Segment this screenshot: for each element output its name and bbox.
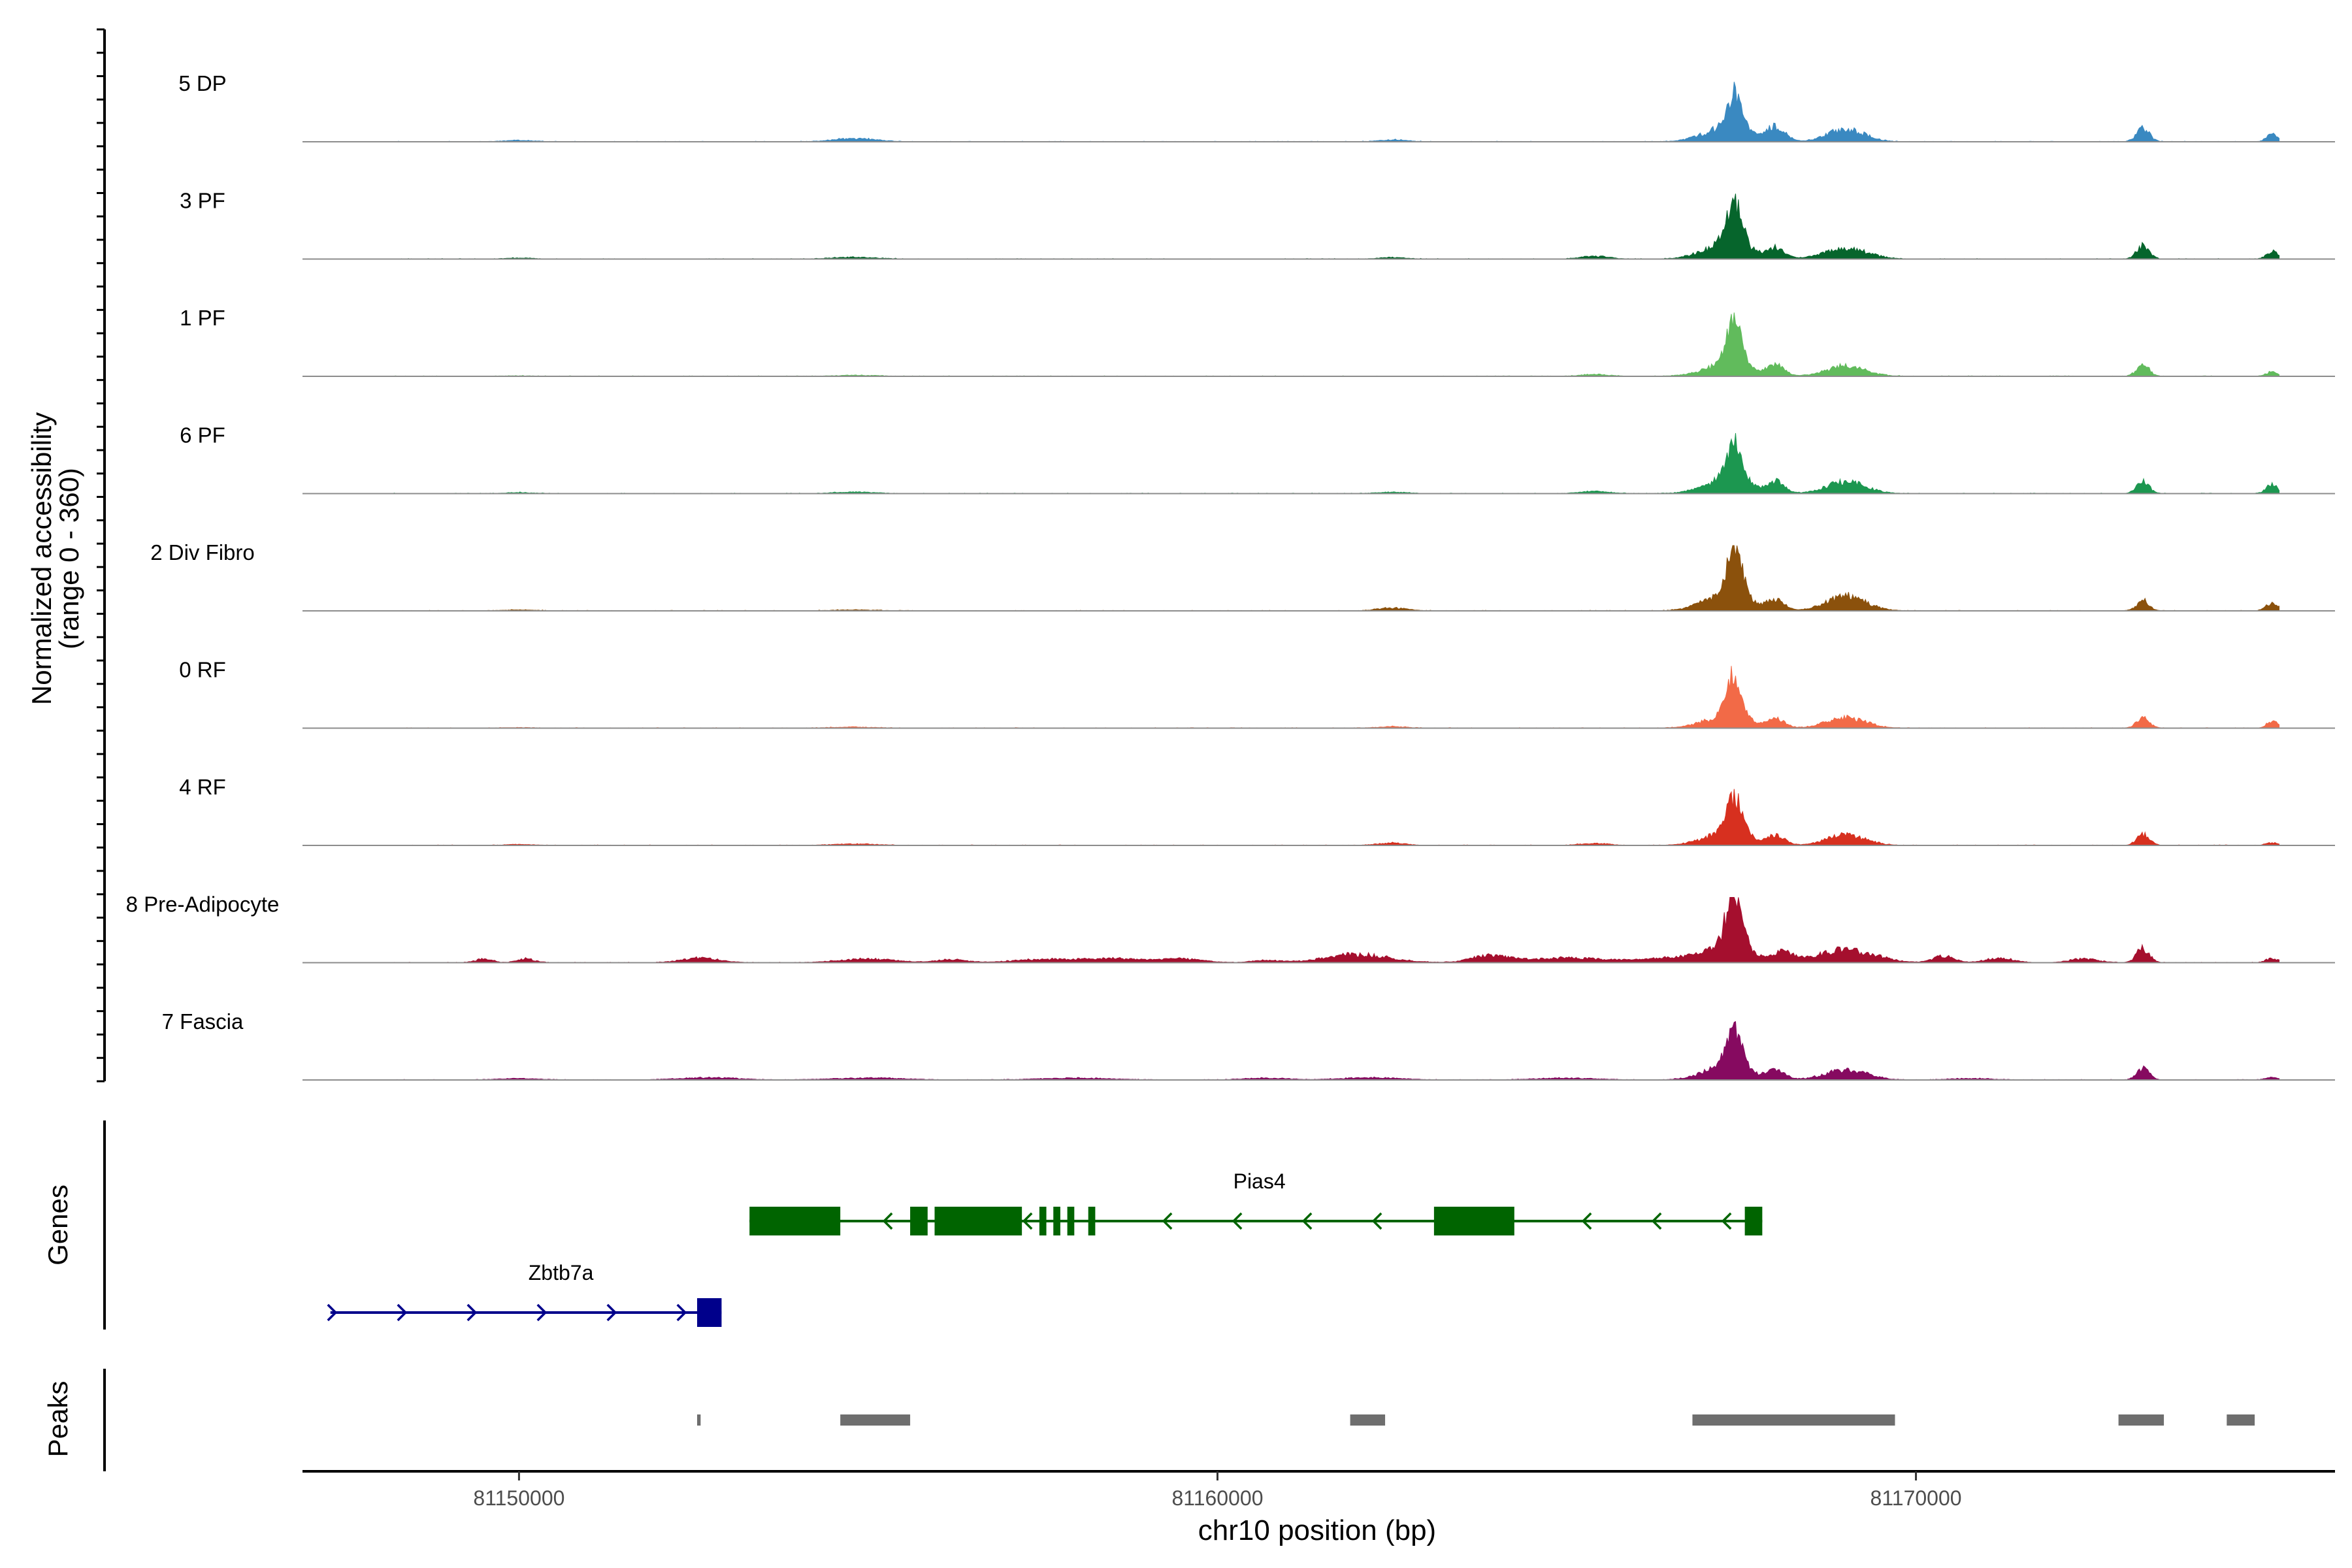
strand-arrow	[606, 1303, 617, 1322]
gene-annotation-track: Zbtb7a Pias4	[327, 1169, 1763, 1327]
strand-arrow	[1581, 1212, 1592, 1230]
track-label: 8 Pre-Adipocyte	[126, 892, 280, 917]
gene-exon	[1744, 1207, 1763, 1235]
gene-label: Pias4	[1233, 1169, 1286, 1193]
x-axis-ticks: 81150000 81160000 81170000	[473, 1471, 1962, 1510]
peak-region	[2118, 1414, 2164, 1426]
track-label: 3 PF	[180, 189, 225, 213]
peak-region	[1350, 1414, 1386, 1426]
x-tick-label: 81150000	[473, 1486, 564, 1510]
strand-arrow	[397, 1303, 408, 1322]
coverage-area	[302, 1021, 2279, 1081]
strand-arrow	[882, 1212, 893, 1230]
gene-model: Pias4	[749, 1169, 1763, 1235]
strand-arrow	[1301, 1212, 1313, 1230]
strand-arrow	[1022, 1212, 1033, 1230]
gene-exon	[1433, 1207, 1514, 1235]
gene-label: Zbtb7a	[529, 1261, 594, 1284]
x-tick-label: 81170000	[1870, 1486, 1962, 1510]
strand-arrow	[1162, 1212, 1173, 1230]
peak-region	[1692, 1414, 1895, 1426]
coverage-track: 5 DP	[178, 71, 2335, 142]
track-label: 1 PF	[180, 306, 225, 330]
gene-model: Zbtb7a	[327, 1261, 722, 1327]
gene-exon	[749, 1207, 841, 1235]
coverage-area	[302, 897, 2279, 964]
coverage-area	[302, 666, 2279, 729]
coverage-y-axis-range: (range 0 - 360)	[54, 468, 84, 649]
track-label: 4 RF	[179, 775, 226, 799]
coverage-tracks: 5 DP 3 PF 1 PF 6 PF 2 Div Fibro 0 RF 4 RF 8 Pre…	[126, 71, 2335, 1081]
track-label: 5 DP	[178, 71, 226, 95]
coverage-track: 6 PF	[180, 423, 2335, 495]
track-label: 0 RF	[179, 658, 226, 682]
coverage-track: 0 RF	[179, 658, 2335, 729]
coverage-track: 3 PF	[180, 189, 2335, 260]
coverage-track: 7 Fascia	[162, 1009, 2335, 1081]
strand-arrow	[536, 1303, 547, 1322]
coverage-area	[302, 312, 2279, 377]
coverage-area	[302, 433, 2279, 495]
strand-arrow	[466, 1303, 478, 1322]
strand-arrow	[1371, 1212, 1382, 1230]
coverage-area	[302, 82, 2279, 142]
strand-arrow	[1232, 1212, 1243, 1230]
track-label: 7 Fascia	[162, 1009, 244, 1034]
strand-arrow	[1721, 1212, 1732, 1230]
coverage-y-axis-title: Normalized accessibility	[26, 412, 57, 705]
coverage-track: 1 PF	[180, 306, 2335, 377]
peaks-track	[697, 1414, 2255, 1426]
gene-exon	[697, 1298, 722, 1327]
gene-exon	[1039, 1207, 1047, 1235]
coverage-track: 2 Div Fibro	[150, 540, 2335, 612]
peaks-panel-label: Peaks	[42, 1381, 73, 1458]
coverage-track: 4 RF	[179, 775, 2335, 846]
gene-exon	[910, 1207, 928, 1235]
gene-exon	[1053, 1207, 1060, 1235]
gene-exon	[934, 1207, 1022, 1235]
track-label: 6 PF	[180, 423, 225, 448]
coverage-area	[302, 789, 2279, 846]
coverage-area	[302, 545, 2279, 612]
strand-arrow	[327, 1303, 338, 1322]
strand-arrow	[1651, 1212, 1662, 1230]
coverage-y-axis	[97, 28, 106, 1083]
coverage-track: 8 Pre-Adipocyte	[126, 892, 2335, 964]
strand-arrow	[676, 1303, 687, 1322]
track-label: 2 Div Fibro	[150, 540, 255, 564]
peak-region	[840, 1414, 911, 1426]
coverage-area	[302, 193, 2279, 260]
x-tick-label: 81160000	[1171, 1486, 1263, 1510]
peak-region	[697, 1414, 701, 1426]
gene-exon	[1067, 1207, 1075, 1235]
genes-panel-label: Genes	[42, 1184, 73, 1266]
x-axis-title: chr10 position (bp)	[1198, 1514, 1436, 1546]
gene-exon	[1088, 1207, 1096, 1235]
peak-region	[2227, 1414, 2255, 1426]
